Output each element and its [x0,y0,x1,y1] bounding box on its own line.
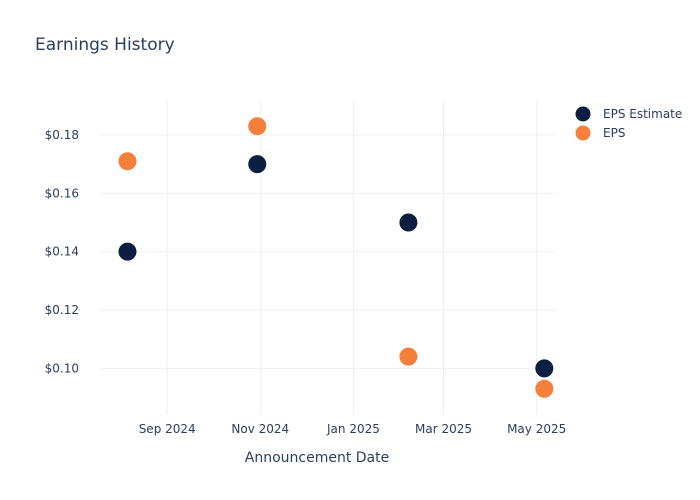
y-axis-ticks: $0.10 $0.12 $0.14 $0.16 $0.18 [45,128,79,375]
legend-label-eps[interactable]: EPS [603,126,625,140]
legend: EPS Estimate EPS [574,105,682,142]
y-tick-label: $0.12 [45,303,79,317]
y-tick-label: $0.10 [45,361,79,375]
y-tick-label: $0.18 [45,128,79,142]
legend-label-eps-estimate[interactable]: EPS Estimate [603,107,682,121]
x-tick-label: Mar 2025 [415,422,472,436]
eps-point[interactable] [534,378,555,399]
eps-estimate-point[interactable] [117,241,138,262]
y-tick-label: $0.16 [45,186,79,200]
legend-marker-eps[interactable] [574,124,592,142]
eps-estimate-point[interactable] [534,358,555,379]
eps-point[interactable] [117,151,138,172]
data-points [117,116,555,399]
x-tick-label: May 2025 [507,422,566,436]
legend-marker-eps-estimate[interactable] [574,105,592,123]
x-tick-label: Nov 2024 [231,422,289,436]
y-tick-label: $0.14 [45,245,79,259]
eps-estimate-point[interactable] [247,154,268,175]
x-axis-title: Announcement Date [245,450,389,466]
eps-point[interactable] [398,346,419,367]
x-tick-label: Sep 2024 [139,422,196,436]
eps-estimate-point[interactable] [398,212,419,233]
chart-title: Earnings History [35,35,175,55]
x-axis-ticks: Sep 2024 Nov 2024 Jan 2025 Mar 2025 May 2025 [139,422,567,436]
eps-point[interactable] [247,116,268,137]
x-tick-label: Jan 2025 [326,422,380,436]
